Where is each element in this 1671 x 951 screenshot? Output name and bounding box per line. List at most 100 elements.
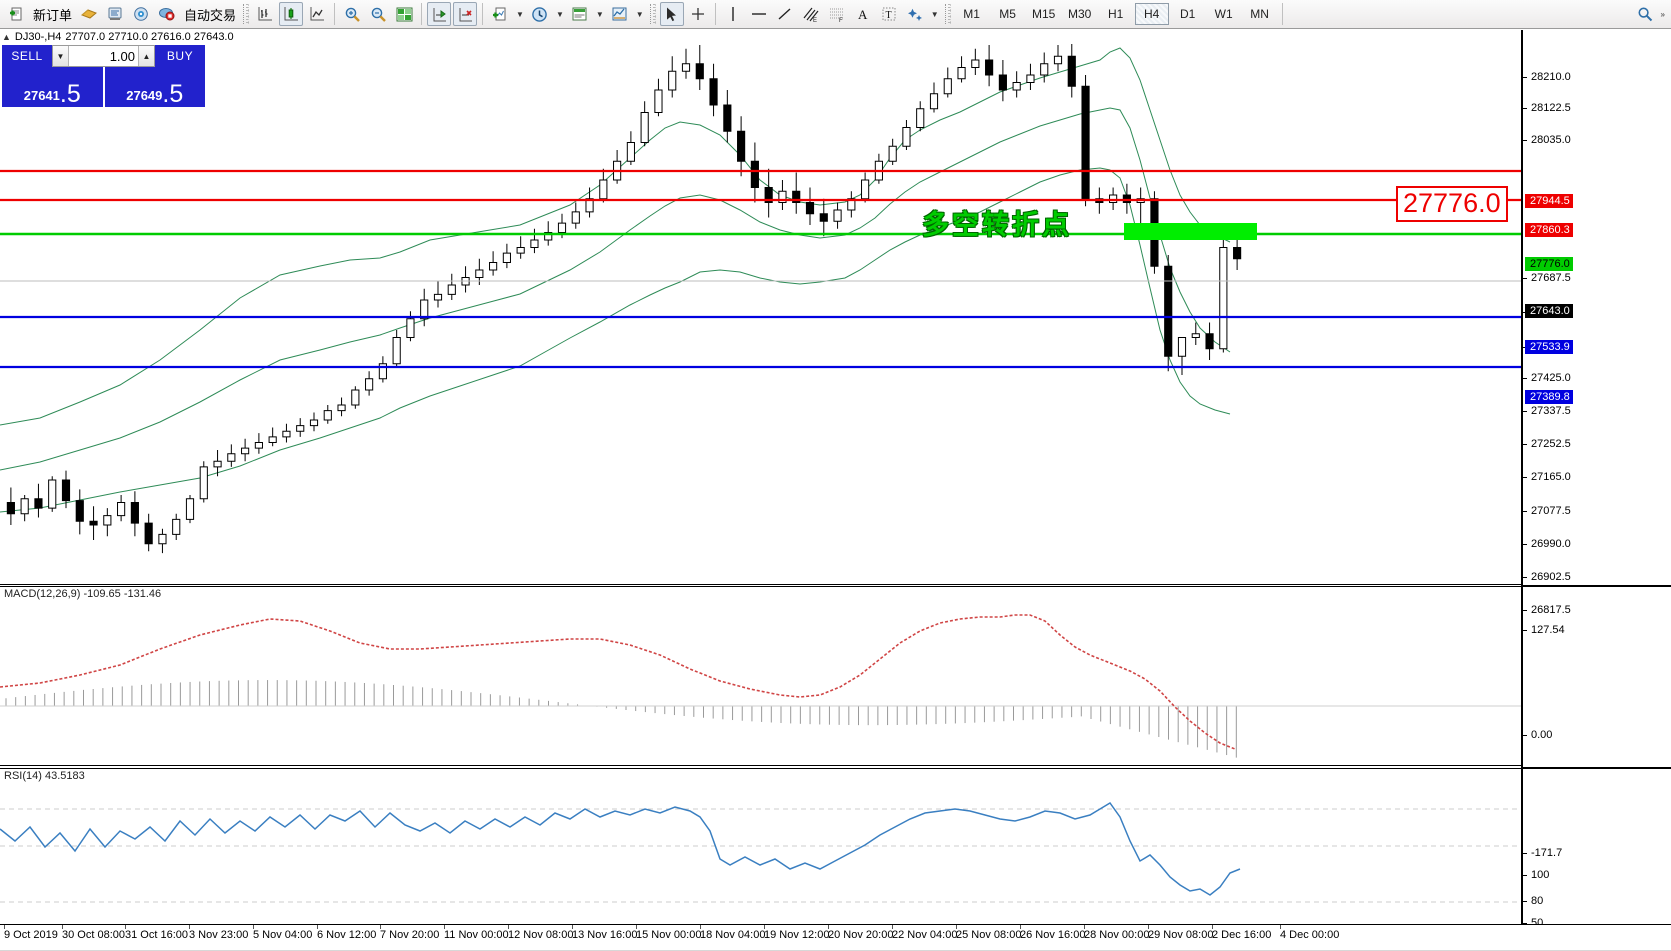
templates-icon[interactable] (568, 2, 592, 26)
period-clock-icon[interactable] (528, 2, 552, 26)
time-axis[interactable]: 9 Oct 2019 30 Oct 08:00 31 Oct 16:00 3 Nov … (0, 925, 1671, 951)
add-indicator-icon[interactable] (488, 2, 512, 26)
arrows-caret-icon[interactable]: ▼ (930, 9, 939, 19)
volume-up-icon[interactable]: ▲ (138, 46, 154, 66)
candle-body (723, 104, 732, 132)
crosshair-icon[interactable] (686, 2, 710, 26)
tile-windows-icon[interactable] (392, 2, 416, 26)
price-axis-tick: 28035.0 (1523, 134, 1571, 146)
terminal-icon[interactable] (103, 2, 127, 26)
price-chart-pane[interactable] (0, 30, 1521, 585)
timeframe-h4[interactable]: H4 (1134, 3, 1169, 25)
candlestick-chart-icon[interactable] (279, 2, 304, 26)
buy-button-label[interactable]: BUY (155, 45, 205, 67)
chart-shift-icon[interactable] (427, 2, 452, 26)
timeframe-m5[interactable]: M5 (999, 7, 1016, 21)
time-axis-mark (317, 925, 318, 929)
candle-body (447, 284, 456, 295)
timeframe-m1[interactable]: M1 (963, 7, 980, 21)
candle-body (309, 419, 319, 427)
volume-down-icon[interactable]: ▼ (53, 46, 69, 66)
candle-body (833, 209, 842, 222)
metaeditor-icon[interactable] (77, 2, 101, 26)
buy-price-fraction: .5 (162, 79, 184, 108)
timeframe-d1[interactable]: D1 (1179, 7, 1196, 21)
candle-body (640, 112, 649, 143)
cursor-icon[interactable] (659, 2, 684, 26)
macd-signal-line (0, 614, 1236, 750)
price-axis-badge[interactable]: 27944.5 (1525, 194, 1573, 208)
candle-body (172, 518, 181, 535)
candle-body (227, 453, 236, 462)
price-axis-badge[interactable]: 27776.0 (1525, 257, 1573, 271)
vertical-line-icon[interactable] (721, 2, 745, 26)
chart-properties-icon[interactable] (608, 2, 632, 26)
chart-properties-caret-icon[interactable]: ▼ (635, 9, 644, 19)
fibonacci-icon[interactable]: F (825, 2, 849, 26)
candle-body (681, 63, 691, 72)
sell-button-label[interactable]: SELL (2, 45, 52, 67)
time-axis-mark (508, 925, 509, 929)
equidistant-channel-icon[interactable]: E (799, 2, 823, 26)
rsi-pane[interactable]: RSI(14) 43.5183 (0, 768, 1521, 925)
toolbar-divider-2 (421, 3, 423, 25)
main-toolbar: 新订单 自动交易 (0, 0, 1671, 29)
timeframe-m15[interactable]: M15 (1031, 7, 1056, 21)
time-axis-tick: 4 Dec 00:00 (1280, 929, 1340, 941)
price-axis[interactable]: 28210.028122.528035.027687.527600.027512… (1521, 30, 1671, 951)
candle-body (530, 239, 539, 248)
time-axis-tick: 28 Nov 00:00 (1084, 929, 1150, 941)
price-axis-badge[interactable]: 27643.0 (1525, 304, 1573, 318)
time-axis-mark (636, 925, 637, 929)
one-click-trading-panel[interactable]: SELL ▼ 1.00 ▲ BUY 27641 .5 27649 .5 (2, 45, 205, 107)
candle-body (668, 70, 677, 91)
toolbar-overflow-caret-icon[interactable]: » (1660, 9, 1665, 19)
timeframe-mn[interactable]: MN (1250, 7, 1269, 21)
buy-price-integer: 27649 (126, 88, 163, 103)
horizontal-line-icon[interactable] (747, 2, 771, 26)
add-indicator-caret-icon[interactable]: ▼ (516, 9, 524, 19)
toolbar-divider-5 (1281, 3, 1283, 25)
candle-body (654, 89, 663, 113)
price-axis-badge[interactable]: 27533.9 (1525, 340, 1573, 354)
auto-scroll-icon[interactable] (453, 2, 478, 26)
search-icon[interactable] (1633, 2, 1657, 26)
period-caret-icon[interactable]: ▼ (555, 9, 564, 19)
new-order-button[interactable] (4, 2, 28, 26)
price-axis-tick: 28122.5 (1523, 102, 1571, 114)
time-axis-tick: 25 Nov 08:00 (956, 929, 1022, 941)
bar-chart-icon[interactable] (253, 2, 277, 26)
candle-body (1081, 85, 1090, 200)
line-chart-icon[interactable] (305, 2, 329, 26)
autotrade-icon[interactable] (155, 2, 179, 26)
new-order-label[interactable]: 新订单 (33, 7, 73, 23)
toolbar-separator-3 (944, 4, 951, 24)
volume-value[interactable]: 1.00 (109, 48, 135, 64)
price-axis-tick: 80 (1523, 895, 1543, 907)
time-axis-tick: 15 Nov 00:00 (636, 929, 702, 941)
candle-body (254, 442, 263, 449)
zoom-in-icon[interactable] (340, 2, 364, 26)
text-icon[interactable]: A (851, 2, 875, 26)
candle-body (213, 460, 222, 468)
timeframe-m30[interactable]: M30 (1067, 7, 1092, 21)
price-axis-badge[interactable]: 27860.3 (1525, 223, 1573, 237)
navigator-icon[interactable] (129, 2, 153, 26)
trendline-icon[interactable] (773, 2, 797, 26)
autotrade-label[interactable]: 自动交易 (184, 7, 237, 23)
price-axis-badge[interactable]: 27389.8 (1525, 390, 1573, 404)
buy-price-button[interactable]: 27649 .5 (104, 67, 205, 108)
zoom-out-icon[interactable] (366, 2, 390, 26)
volume-stepper[interactable]: ▼ 1.00 ▲ (52, 45, 155, 67)
price-axis-tick: 28210.0 (1523, 71, 1571, 83)
timeframe-w1[interactable]: W1 (1214, 7, 1233, 21)
collapse-triangle-icon[interactable]: ▲ (2, 32, 11, 42)
chart-ohlc-values: 27707.0 27710.0 27616.0 27643.0 (65, 31, 234, 43)
text-label-icon[interactable]: T (877, 2, 901, 26)
candle-body (144, 522, 153, 545)
arrows-icon[interactable] (903, 2, 927, 26)
macd-pane[interactable]: MACD(12,26,9) -109.65 -131.46 (0, 586, 1521, 766)
sell-price-button[interactable]: 27641 .5 (2, 67, 103, 107)
templates-caret-icon[interactable]: ▼ (595, 9, 604, 19)
timeframe-h1[interactable]: H1 (1107, 7, 1124, 21)
